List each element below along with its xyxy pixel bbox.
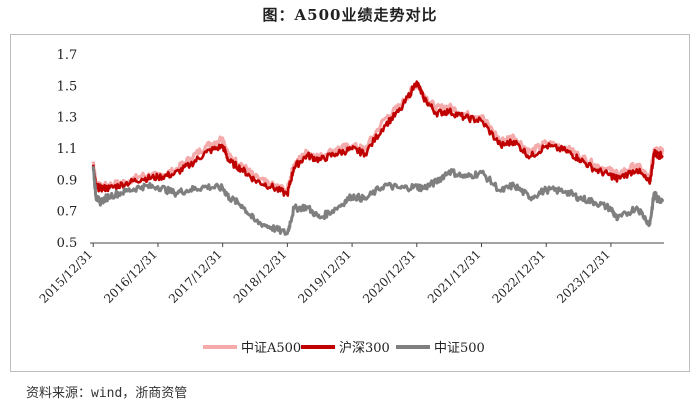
legend-label: 沪深300 <box>339 340 390 356</box>
x-tick-label: 2016/12/31 <box>101 247 160 306</box>
x-tick-label: 2022/12/31 <box>490 247 549 306</box>
x-tick-label: 2023/12/31 <box>554 247 613 306</box>
x-tick-label: 2019/12/31 <box>295 247 354 306</box>
chart-title: 图：A500业绩走势对比 <box>262 6 438 24</box>
x-tick-label: 2015/12/31 <box>37 247 96 306</box>
chart-frame <box>10 34 690 372</box>
source-note: 资料来源：wind，浙商资管 <box>26 386 188 401</box>
y-tick-label: 1.3 <box>57 111 78 126</box>
x-tick-label: 2017/12/31 <box>166 247 225 306</box>
y-tick-label: 0.5 <box>57 236 78 251</box>
x-tick-label: 2020/12/31 <box>360 247 419 306</box>
y-tick-label: 1.1 <box>57 142 78 157</box>
line-chart: 0.5 0.7 0.9 1.1 1.3 1.5 1.7 2015/12/31 2016/12/3… <box>37 48 665 356</box>
y-tick-label: 0.9 <box>57 173 78 188</box>
y-tick-label: 0.7 <box>57 205 78 220</box>
legend-label: 中证A500 <box>241 341 301 356</box>
legend-label: 中证500 <box>434 341 485 356</box>
y-tick-label: 1.7 <box>57 48 78 63</box>
x-tick-label: 2018/12/31 <box>231 247 290 306</box>
y-tick-label: 1.5 <box>57 79 78 94</box>
series-line <box>91 166 665 236</box>
x-tick-label: 2021/12/31 <box>425 247 484 306</box>
series-line <box>91 80 664 197</box>
